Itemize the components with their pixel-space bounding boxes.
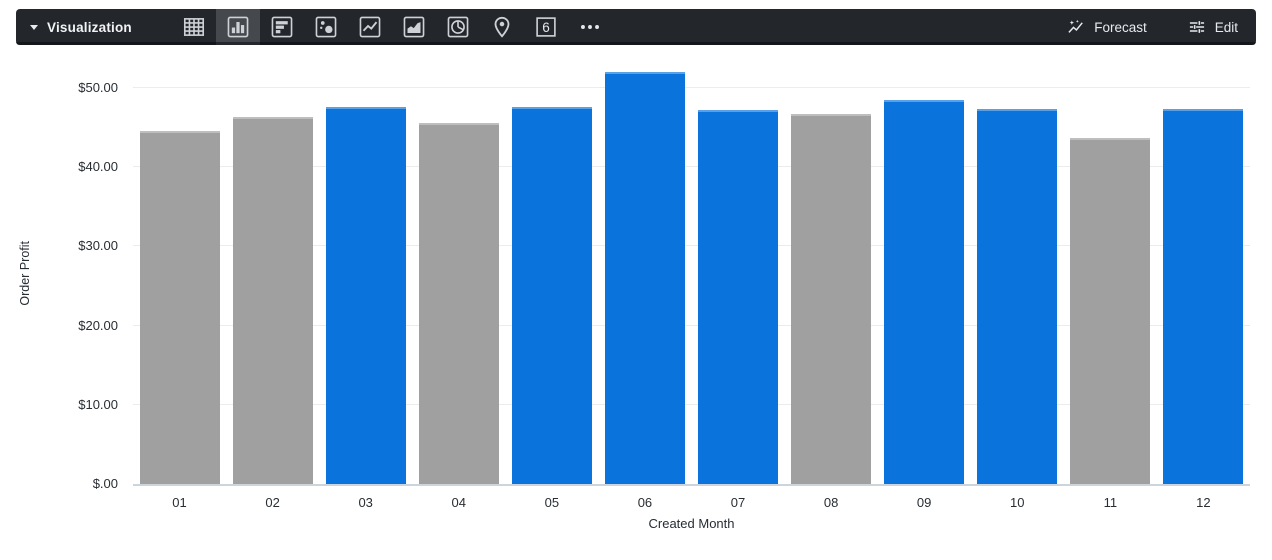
- edit-label: Edit: [1214, 19, 1238, 35]
- bar-cell-07: [691, 62, 784, 484]
- x-tick-label: 07: [730, 495, 746, 510]
- bar-cell-12: [1157, 62, 1250, 484]
- bar-month-07[interactable]: [698, 110, 778, 484]
- gridline: [133, 324, 1250, 326]
- column-chart-icon: [227, 16, 249, 38]
- x-tick-label: 11: [1103, 495, 1118, 510]
- x-tick-label: 06: [637, 495, 653, 510]
- viz-type-picker: 6: [172, 9, 612, 45]
- viz-type-pie-button[interactable]: [436, 9, 480, 45]
- y-tick-label: $20.00: [78, 317, 118, 333]
- gridline: [133, 403, 1250, 405]
- chevron-down-icon: [30, 24, 38, 30]
- viz-type-map-button[interactable]: [480, 9, 524, 45]
- x-axis-ticks: 01 02 03 04 05 06 07 08 09 10 11 12: [133, 495, 1250, 510]
- bar-month-11[interactable]: [1070, 138, 1151, 484]
- forecast-label: Forecast: [1094, 19, 1147, 35]
- bar-cell-09: [878, 62, 971, 484]
- y-tick-label: $30.00: [78, 238, 118, 254]
- bar-cell-06: [598, 62, 691, 484]
- x-tick-label: 08: [823, 495, 839, 510]
- bar-cell-04: [412, 62, 505, 484]
- y-tick-label: $40.00: [78, 159, 118, 175]
- bar-cell-11: [1064, 62, 1157, 484]
- x-tick-label: 05: [544, 495, 560, 510]
- line-chart-icon: [359, 16, 381, 38]
- bar-chart-icon: [271, 16, 293, 38]
- gridline: [133, 245, 1250, 247]
- bar-month-02[interactable]: [232, 117, 313, 484]
- viz-type-line-button[interactable]: [348, 9, 392, 45]
- gridline: [133, 87, 1250, 89]
- svg-text:6: 6: [542, 20, 550, 35]
- map-pin-icon: [494, 16, 510, 38]
- bar-month-08[interactable]: [791, 114, 872, 484]
- table-chart-icon: [183, 18, 204, 36]
- gridline: [133, 166, 1250, 168]
- y-tick-label: $.00: [92, 476, 118, 491]
- x-tick-label: 03: [358, 495, 373, 510]
- viz-type-bar-button[interactable]: [260, 9, 304, 45]
- bar-cell-08: [785, 62, 878, 484]
- bar-month-03[interactable]: [325, 107, 406, 484]
- scatter-chart-icon: [315, 16, 337, 38]
- bar-cell-03: [319, 62, 412, 484]
- edit-settings-icon: [1187, 17, 1207, 37]
- bar-cell-01: [133, 62, 226, 484]
- x-axis-title: Created Month: [648, 516, 735, 531]
- visualization-dropdown[interactable]: Visualization: [16, 9, 132, 45]
- bar-month-01[interactable]: [139, 131, 220, 484]
- x-tick-label: 01: [172, 495, 187, 510]
- edit-button[interactable]: Edit: [1187, 17, 1238, 37]
- bar-cell-05: [505, 62, 598, 484]
- forecast-icon: [1066, 17, 1086, 37]
- bars-layer: [133, 62, 1250, 484]
- viz-type-more-button[interactable]: [568, 9, 612, 45]
- x-tick-label: 10: [1010, 495, 1025, 510]
- pie-chart-icon: [447, 16, 469, 38]
- plot-area: [133, 62, 1250, 486]
- bar-month-09[interactable]: [884, 100, 965, 484]
- x-tick-label: 02: [265, 495, 280, 510]
- single-value-icon: 6: [536, 17, 556, 37]
- toolbar-title: Visualization: [47, 19, 132, 35]
- bar-cell-10: [971, 62, 1064, 484]
- y-axis-ticks: $50.00 $40.00 $30.00 $20.00 $10.00 $.00: [30, 62, 118, 491]
- bar-month-06[interactable]: [604, 72, 685, 484]
- area-chart-icon: [403, 16, 425, 38]
- bar-month-04[interactable]: [418, 123, 499, 484]
- viz-type-scatter-button[interactable]: [304, 9, 348, 45]
- bar-cell-02: [226, 62, 319, 484]
- visualization-toolbar: Visualization 6 Forecast: [16, 9, 1256, 45]
- x-tick-label: 09: [916, 495, 932, 510]
- viz-type-area-button[interactable]: [392, 9, 436, 45]
- y-tick-label: $50.00: [78, 80, 118, 96]
- more-options-icon: [580, 25, 599, 29]
- y-tick-label: $10.00: [78, 396, 118, 412]
- viz-type-table-button[interactable]: [172, 9, 216, 45]
- x-tick-label: 12: [1196, 495, 1211, 510]
- bar-month-05[interactable]: [511, 107, 592, 484]
- viz-type-single-value-button[interactable]: 6: [524, 9, 568, 45]
- x-tick-label: 04: [451, 495, 466, 510]
- bar-month-12[interactable]: [1163, 109, 1244, 484]
- viz-type-column-button[interactable]: [215, 9, 260, 45]
- bar-month-10[interactable]: [977, 109, 1058, 484]
- forecast-button[interactable]: Forecast: [1066, 17, 1147, 37]
